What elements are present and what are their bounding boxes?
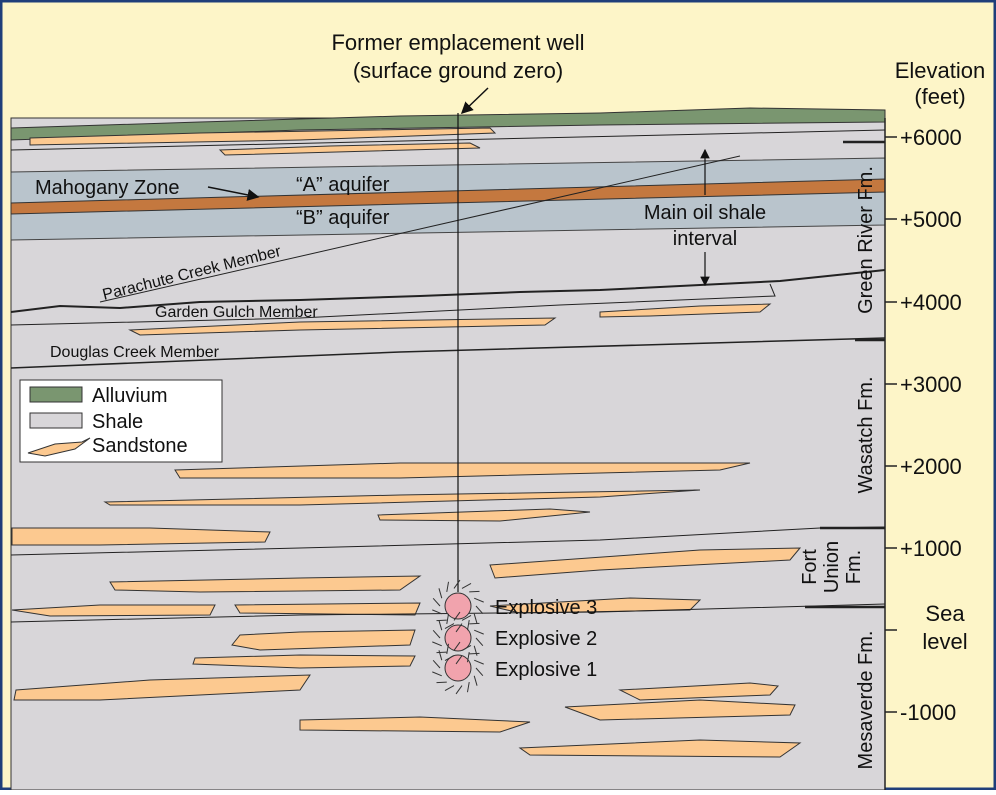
cross-section: +6000 +5000 +4000 +3000 +2000 +1000 Sea level -1… <box>0 0 996 790</box>
axis-title: (feet) <box>914 84 965 109</box>
tick-label: level <box>922 629 967 654</box>
fracture <box>469 623 479 624</box>
zone-label: Mahogany Zone <box>35 177 180 199</box>
formation-label: Fort <box>799 549 821 585</box>
zone-label: “A” aquifer <box>296 174 390 196</box>
axis-title: Elevation <box>895 58 986 83</box>
legend-label: Sandstone <box>92 435 188 457</box>
legend-label: Alluvium <box>92 385 168 407</box>
tick-label: -1000 <box>900 700 956 725</box>
fracture <box>469 653 479 654</box>
legend-label: Shale <box>92 411 143 433</box>
tick-label: +1000 <box>900 536 962 561</box>
fracture <box>469 591 479 592</box>
zone-label: interval <box>673 228 737 250</box>
tick-label: +5000 <box>900 207 962 232</box>
fracture <box>437 652 447 653</box>
sandstone-lens <box>235 603 420 615</box>
formation-label: Union <box>821 541 843 593</box>
fracture <box>437 682 447 683</box>
formation-label: Green River Fm. <box>855 166 877 314</box>
tick-label: +6000 <box>900 125 962 150</box>
formation-label: Fm. <box>843 550 865 584</box>
tick-label: +3000 <box>900 372 962 397</box>
tick-label: Sea <box>925 601 965 626</box>
member-label: Garden Gulch Member <box>155 304 318 321</box>
well-title: (surface ground zero) <box>353 58 563 83</box>
tick-label: +2000 <box>900 454 962 479</box>
zone-label: Main oil shale <box>644 202 766 224</box>
explosive-label: Explosive 3 <box>495 597 597 619</box>
explosive-label: Explosive 2 <box>495 628 597 650</box>
zone-label: “B” aquifer <box>296 207 390 229</box>
member-label: Douglas Creek Member <box>50 344 220 361</box>
explosive-label: Explosive 1 <box>495 659 597 681</box>
legend: Alluvium Shale Sandstone <box>20 380 222 462</box>
tick-label: +4000 <box>900 290 962 315</box>
formation-label: Wasatch Fm. <box>855 376 877 493</box>
well-title: Former emplacement well <box>331 30 584 55</box>
formation-label: Mesaverde Fm. <box>855 631 877 770</box>
fracture <box>437 620 447 621</box>
sandstone-lens <box>12 528 270 545</box>
legend-swatch <box>30 413 82 428</box>
legend-swatch <box>30 387 82 402</box>
